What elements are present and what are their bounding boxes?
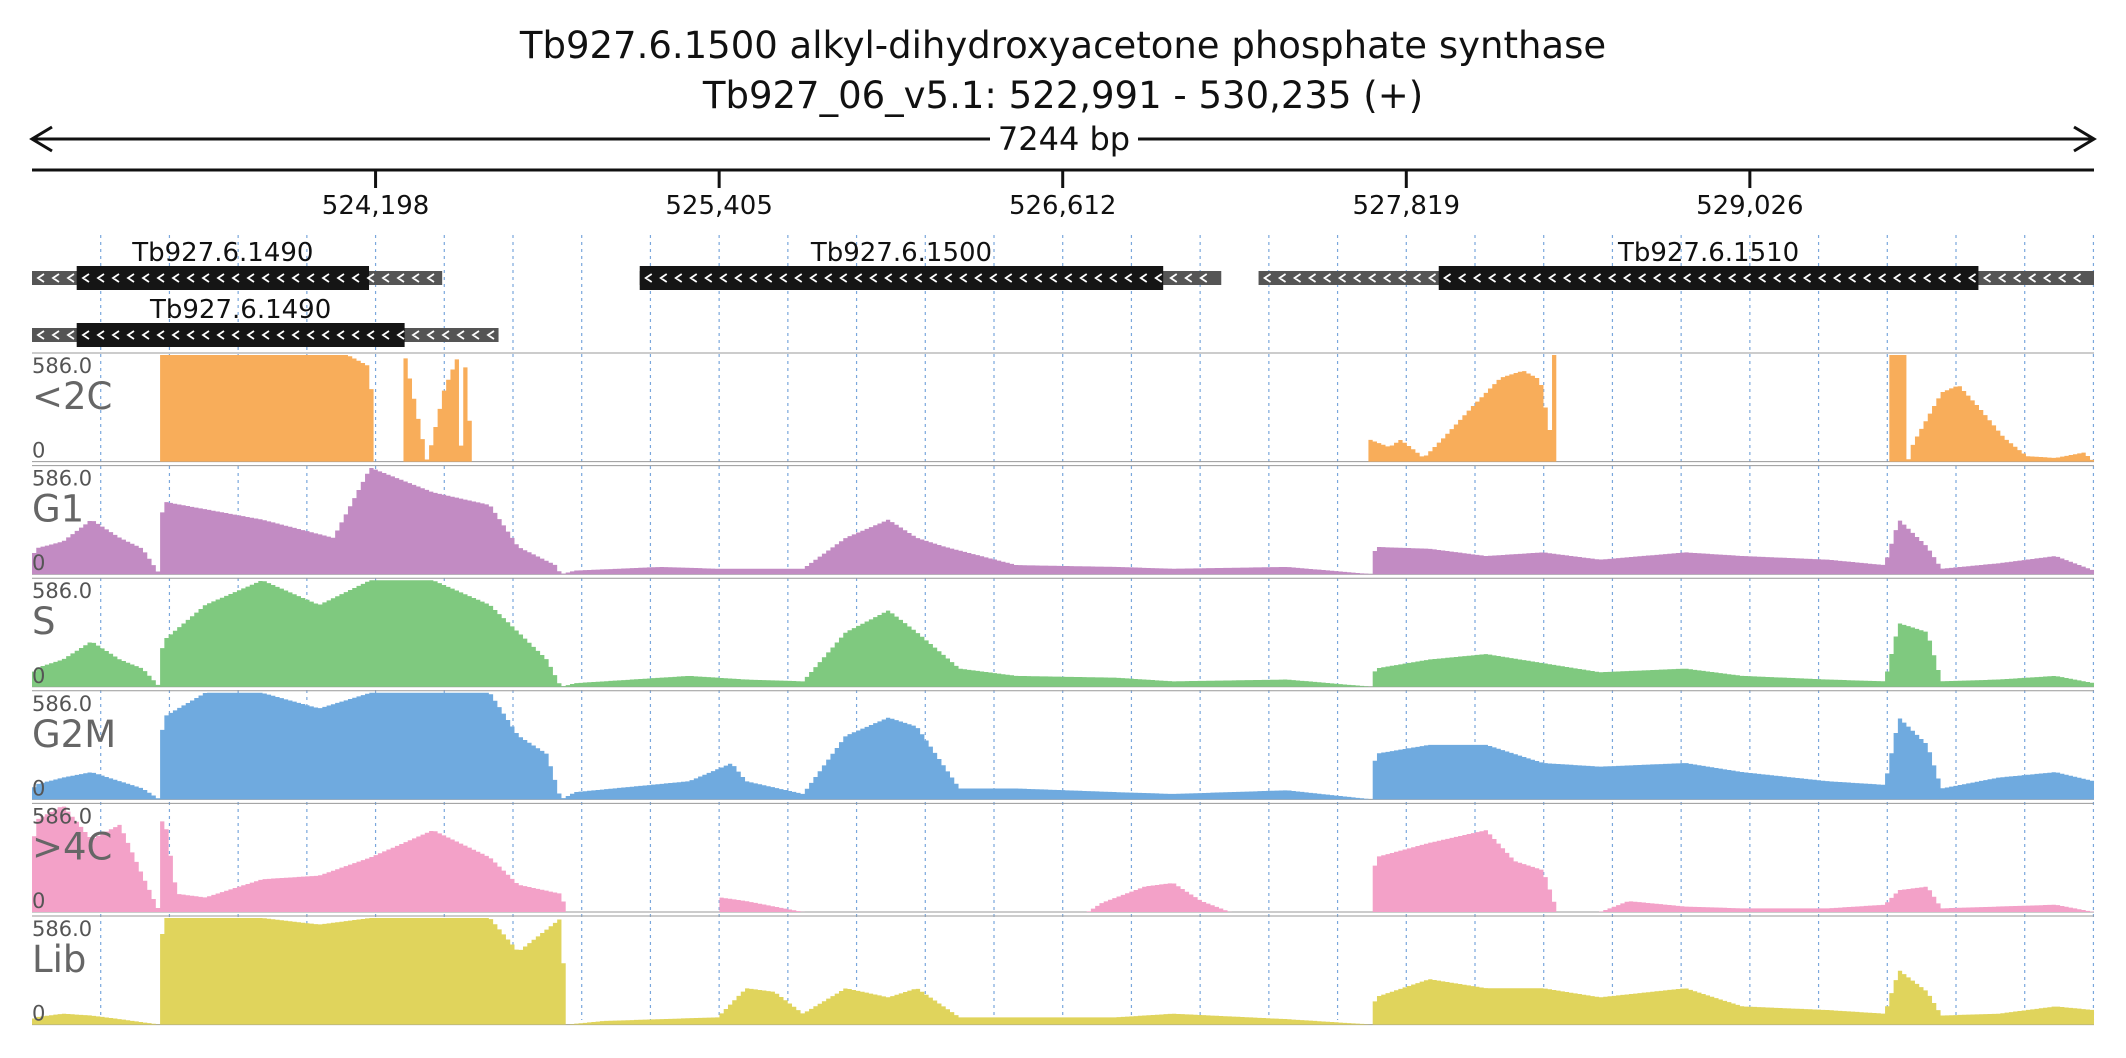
coverage-track: 586.0 0 <2C — [32, 352, 2094, 463]
x-tick-label: 527,819 — [1353, 191, 1461, 221]
y-min-label: 0 — [32, 664, 45, 688]
chart-title: Tb927.6.1500 alkyl-dihydroxyacetone phos… — [519, 24, 1606, 67]
chart-subtitle: Tb927_06_v5.1: 522,991 - 530,235 (+) — [702, 74, 1423, 117]
gene-model[interactable]: Tb927.6.1500 — [639, 238, 1222, 290]
coverage-area — [32, 806, 2094, 912]
coverage-area — [32, 355, 2094, 462]
x-tick-label: 529,026 — [1696, 191, 1804, 221]
y-min-label: 0 — [32, 439, 45, 463]
y-max-label: 586.0 — [32, 917, 92, 941]
gene-label: Tb927.6.1500 — [810, 238, 992, 268]
gene-label: Tb927.6.1490 — [149, 295, 331, 325]
coverage-tracks: 586.00<2C586.00G1586.00S586.00G2M586.00>… — [32, 352, 2094, 1026]
span-label: 7244 bp — [998, 120, 1130, 158]
strand-arrows — [36, 330, 495, 340]
coverage-track: 586.0 0 >4C — [32, 802, 2094, 913]
track-name: G2M — [32, 713, 116, 756]
track-name: Lib — [32, 938, 86, 981]
gene-cds — [1438, 266, 1979, 290]
gene-cds — [76, 323, 405, 347]
coverage-track: 586.0 0 S — [32, 577, 2094, 688]
y-max-label: 586.0 — [32, 692, 92, 716]
y-min-label: 0 — [32, 1002, 45, 1026]
span-arrowhead-right — [2073, 125, 2097, 153]
coverage-area — [32, 580, 2094, 687]
x-tick-label: 524,198 — [322, 191, 430, 221]
coverage-track: 586.0 0 Lib — [32, 915, 2094, 1026]
x-axis-ticks: 524,198 525,405 526,612 527,819 529,026 — [322, 170, 1804, 221]
track-name: G1 — [32, 488, 84, 531]
span-arrow: 7244 bp — [29, 120, 2097, 158]
y-max-label: 586.0 — [32, 579, 92, 603]
x-tick-label: 525,405 — [665, 191, 773, 221]
coverage-track: 586.0 0 G2M — [32, 690, 2094, 800]
track-name: <2C — [32, 375, 112, 418]
gene-label: Tb927.6.1510 — [1617, 238, 1799, 268]
track-name: S — [32, 600, 56, 643]
coverage-area — [32, 692, 2094, 800]
strand-arrows — [1262, 273, 2082, 283]
coverage-track: 586.0 0 G1 — [32, 465, 2094, 575]
gene-cds — [76, 266, 370, 290]
gene-models: Tb927.6.1490 Tb927.6.1500 Tb927.6.1510 Tb92… — [32, 238, 2094, 347]
y-min-label: 0 — [32, 889, 45, 913]
span-arrowhead-left — [29, 125, 53, 153]
gene-model[interactable]: Tb927.6.1490 — [32, 238, 443, 290]
x-tick-label: 526,612 — [1009, 191, 1117, 221]
y-max-label: 586.0 — [32, 804, 92, 828]
gene-model[interactable]: Tb927.6.1490 — [32, 295, 499, 347]
y-min-label: 0 — [32, 551, 45, 575]
y-min-label: 0 — [32, 776, 45, 800]
strand-arrows — [36, 273, 435, 283]
coverage-area — [32, 918, 2094, 1025]
track-name: >4C — [32, 825, 112, 868]
y-max-label: 586.0 — [32, 467, 92, 491]
coverage-area — [32, 467, 2094, 575]
strand-arrows — [644, 273, 1208, 283]
gene-label: Tb927.6.1490 — [131, 238, 313, 268]
gene-model[interactable]: Tb927.6.1510 — [1258, 238, 2094, 290]
y-max-label: 586.0 — [32, 354, 92, 378]
